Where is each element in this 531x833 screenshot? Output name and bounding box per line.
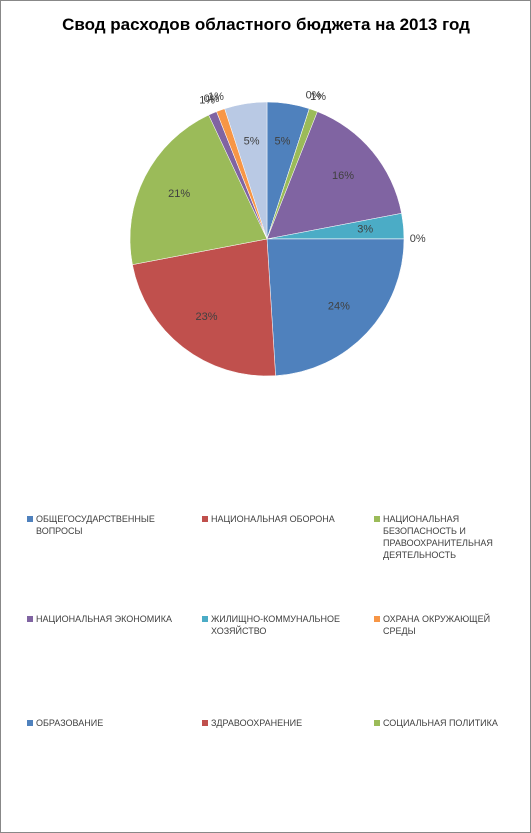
legend-swatch [27,616,33,622]
data-label: 0% [410,233,426,245]
data-label: 5% [244,135,260,147]
legend-entry: ЗДРАВООХРАНЕНИЕ [202,717,352,729]
data-label: 24% [328,300,350,312]
legend-label: ЖИЛИЩНО-КОММУНАЛЬНОЕ ХОЗЯЙСТВО [211,614,340,636]
legend-swatch [202,516,208,522]
legend-label: ОБЩЕГОСУДАРСТВЕННЫЕ ВОПРОСЫ [36,514,155,536]
pie-slice [132,238,276,377]
legend-swatch [202,720,208,726]
legend-entry: ОБЩЕГОСУДАРСТВЕННЫЕ ВОПРОСЫ [27,513,177,537]
data-label: 16% [332,170,354,182]
data-label: 1% [208,91,224,103]
data-label: 1% [310,91,326,103]
legend-entry: НАЦИОНАЛЬНАЯ ОБОРОНА [202,513,352,525]
data-label: 1% [199,95,215,107]
legend-swatch [374,516,380,522]
pie-slice [224,101,268,240]
data-label: 0% [306,90,322,102]
legend-swatch [374,720,380,726]
legend-label: НАЦИОНАЛЬНАЯ ОБОРОНА [211,514,335,524]
legend-label: ЗДРАВООХРАНЕНИЕ [211,718,303,728]
legend-entry: ЖИЛИЩНО-КОММУНАЛЬНОЕ ХОЗЯЙСТВО [202,613,352,637]
legend-entry: НАЦИОНАЛЬНАЯ ЭКОНОМИКА [27,613,177,625]
legend-entry: ОХРАНА ОКРУЖАЮЩЕЙ СРЕДЫ [374,613,524,637]
data-label: 23% [196,311,218,323]
pie-area: 5%0%1%16%3%0%24%23%21%1%0%1%5% [129,90,426,377]
chart-title: Свод расходов областного бюджета на 2013… [62,15,470,34]
legend-swatch [202,616,208,622]
pie-slice [129,114,268,265]
legend-label: НАЦИОНАЛЬНАЯ ЭКОНОМИКА [36,614,172,624]
pie-slice [266,238,405,376]
legend-entry: НАЦИОНАЛЬНАЯ БЕЗОПАСНОСТЬ И ПРАВООХРАНИТ… [374,513,524,561]
legend-label: ОБРАЗОВАНИЕ [36,718,104,728]
data-label: 5% [274,135,290,147]
legend-entry: СОЦИАЛЬНАЯ ПОЛИТИКА [374,717,524,729]
legend-label: НАЦИОНАЛЬНАЯ БЕЗОПАСНОСТЬ И ПРАВООХРАНИТ… [383,514,493,560]
data-label: 3% [357,224,373,236]
legend-swatch [374,616,380,622]
legend-label: ОХРАНА ОКРУЖАЮЩЕЙ СРЕДЫ [383,614,491,636]
legend-label: СОЦИАЛЬНАЯ ПОЛИТИКА [383,718,498,728]
pie-slice [266,111,402,240]
data-label: 21% [168,188,190,200]
legend-swatch [27,720,33,726]
legend-entry: ОБРАЗОВАНИЕ [27,717,177,729]
data-label: 0% [204,93,220,105]
legend-swatch [27,516,33,522]
